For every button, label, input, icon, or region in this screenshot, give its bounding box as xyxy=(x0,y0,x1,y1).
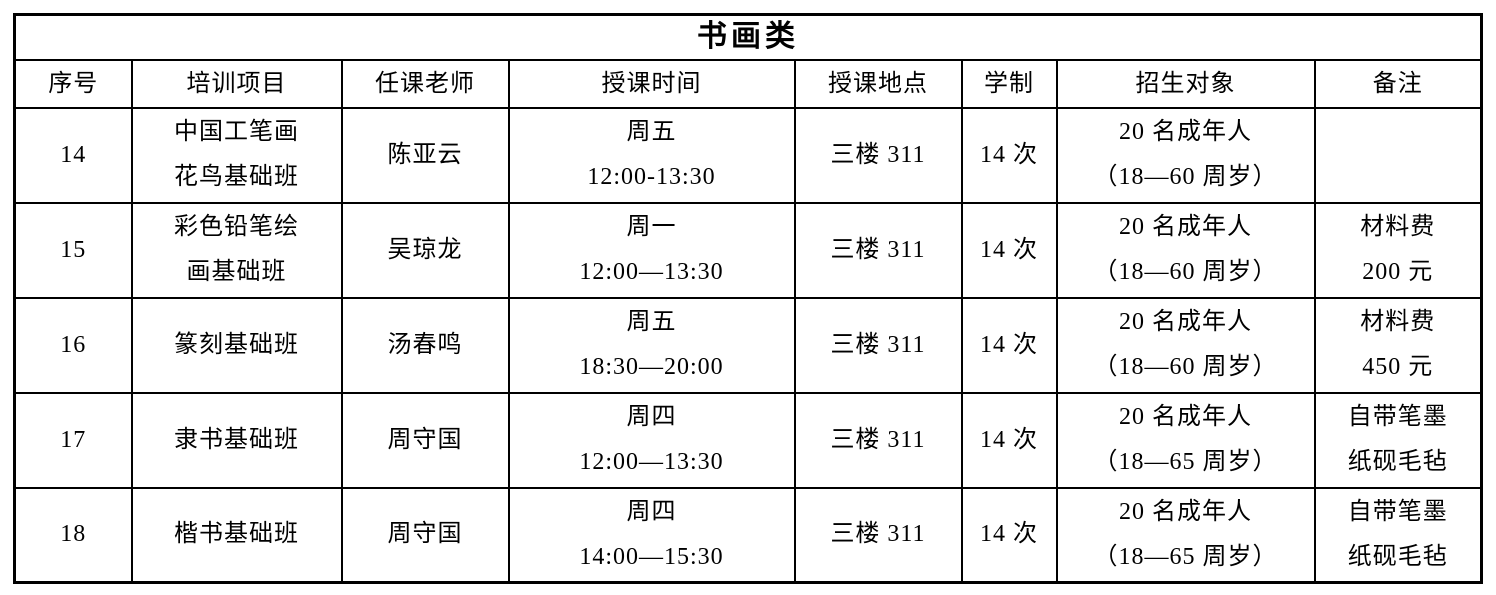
cell-location: 三楼 311 xyxy=(793,391,963,489)
cell-time: 周四 14:00—15:30 xyxy=(507,486,796,584)
cell-sessions: 14 次 xyxy=(960,296,1058,394)
cell-project: 楷书基础班 xyxy=(130,486,343,584)
cell-target: 20 名成年人 （18—60 周岁） xyxy=(1055,296,1316,394)
cell-target: 20 名成年人 （18—60 周岁） xyxy=(1055,201,1316,299)
header-sessions: 学制 xyxy=(960,58,1058,109)
cell-serial: 18 xyxy=(13,486,133,584)
cell-target: 20 名成年人 （18—65 周岁） xyxy=(1055,486,1316,584)
cell-location: 三楼 311 xyxy=(793,296,963,394)
table-row-16: 16 篆刻基础班 汤春鸣 周五 18:30—20:00 三楼 311 14 次 … xyxy=(13,296,1483,394)
cell-location: 三楼 311 xyxy=(793,106,963,204)
cell-sessions: 14 次 xyxy=(960,486,1058,584)
cell-time: 周五 12:00-13:30 xyxy=(507,106,796,204)
table-row-18: 18 楷书基础班 周守国 周四 14:00—15:30 三楼 311 14 次 … xyxy=(13,486,1483,584)
header-target: 招生对象 xyxy=(1055,58,1316,109)
table-header-row: 序号 培训项目 任课老师 授课时间 授课地点 学制 招生对象 备注 xyxy=(13,58,1483,109)
table-title-row: 书画类 xyxy=(13,13,1483,61)
cell-teacher: 汤春鸣 xyxy=(340,296,510,394)
cell-teacher: 周守国 xyxy=(340,486,510,584)
cell-project: 彩色铅笔绘 画基础班 xyxy=(130,201,343,299)
cell-teacher: 周守国 xyxy=(340,391,510,489)
header-time: 授课时间 xyxy=(507,58,796,109)
cell-sessions: 14 次 xyxy=(960,106,1058,204)
cell-sessions: 14 次 xyxy=(960,201,1058,299)
cell-serial: 17 xyxy=(13,391,133,489)
cell-time: 周五 18:30—20:00 xyxy=(507,296,796,394)
cell-remarks: 自带笔墨 纸砚毛毡 xyxy=(1313,391,1483,489)
header-teacher: 任课老师 xyxy=(340,58,510,109)
category-title: 书画类 xyxy=(13,13,1483,61)
cell-remarks: 材料费 200 元 xyxy=(1313,201,1483,299)
cell-project: 隶书基础班 xyxy=(130,391,343,489)
cell-time: 周一 12:00—13:30 xyxy=(507,201,796,299)
cell-serial: 15 xyxy=(13,201,133,299)
cell-location: 三楼 311 xyxy=(793,201,963,299)
cell-teacher: 陈亚云 xyxy=(340,106,510,204)
document-page: 书画类 序号 培训项目 任课老师 授课时间 授课地点 学制 招生对象 备注 14… xyxy=(13,13,1483,584)
table-row-14: 14 中国工笔画 花鸟基础班 陈亚云 周五 12:00-13:30 三楼 311… xyxy=(13,106,1483,204)
cell-project: 中国工笔画 花鸟基础班 xyxy=(130,106,343,204)
course-table: 书画类 序号 培训项目 任课老师 授课时间 授课地点 学制 招生对象 备注 14… xyxy=(13,13,1483,584)
table-row-17: 17 隶书基础班 周守国 周四 12:00—13:30 三楼 311 14 次 … xyxy=(13,391,1483,489)
cell-target: 20 名成年人 （18—65 周岁） xyxy=(1055,391,1316,489)
header-remarks: 备注 xyxy=(1313,58,1483,109)
cell-teacher: 吴琼龙 xyxy=(340,201,510,299)
cell-remarks xyxy=(1313,106,1483,204)
cell-remarks: 材料费 450 元 xyxy=(1313,296,1483,394)
cell-serial: 16 xyxy=(13,296,133,394)
cell-target: 20 名成年人 （18—60 周岁） xyxy=(1055,106,1316,204)
cell-remarks: 自带笔墨 纸砚毛毡 xyxy=(1313,486,1483,584)
header-serial: 序号 xyxy=(13,58,133,109)
cell-project: 篆刻基础班 xyxy=(130,296,343,394)
header-location: 授课地点 xyxy=(793,58,963,109)
header-project: 培训项目 xyxy=(130,58,343,109)
table-row-15: 15 彩色铅笔绘 画基础班 吴琼龙 周一 12:00—13:30 三楼 311 … xyxy=(13,201,1483,299)
cell-serial: 14 xyxy=(13,106,133,204)
cell-location: 三楼 311 xyxy=(793,486,963,584)
cell-time: 周四 12:00—13:30 xyxy=(507,391,796,489)
cell-sessions: 14 次 xyxy=(960,391,1058,489)
